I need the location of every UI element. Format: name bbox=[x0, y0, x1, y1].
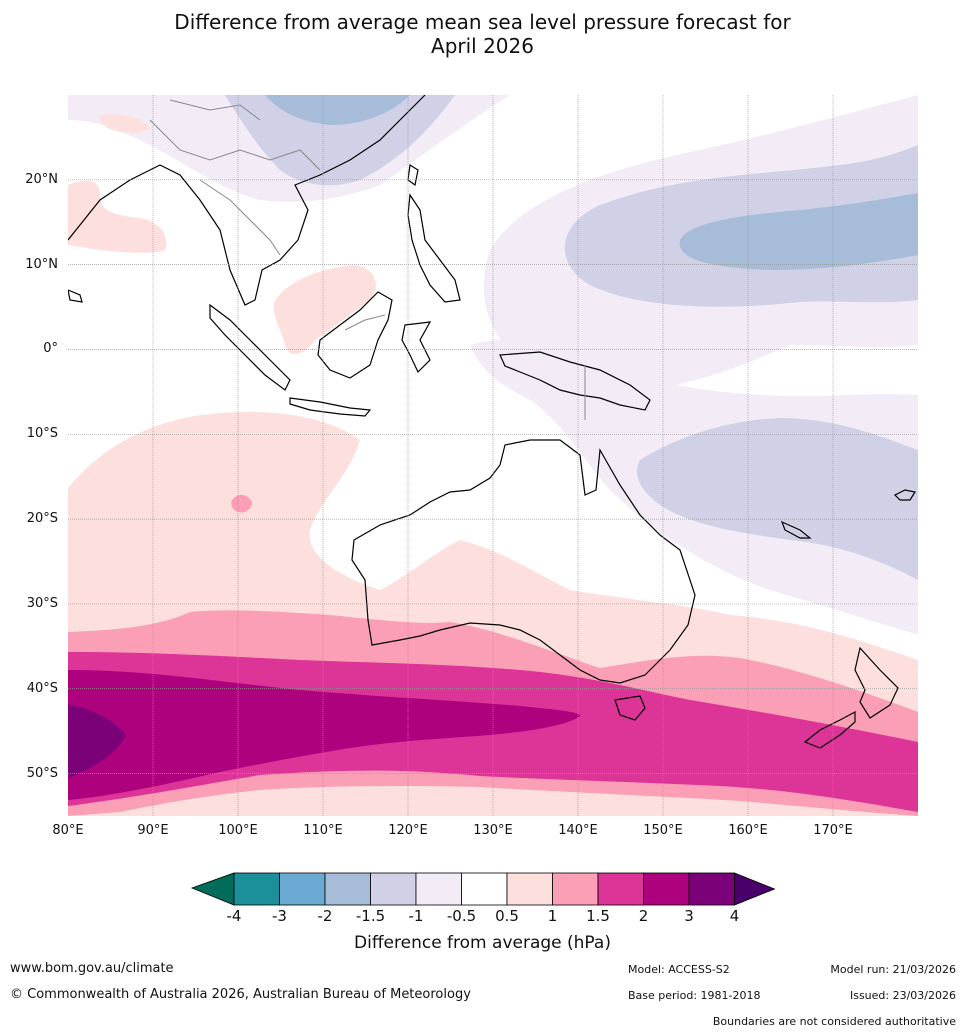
colorbar bbox=[190, 872, 775, 906]
asia-border-2 bbox=[199, 179, 281, 256]
asia-border-3 bbox=[169, 99, 261, 121]
borneo-coastline bbox=[317, 291, 393, 379]
tasmania-coastline bbox=[614, 695, 646, 721]
colorbar-swatch bbox=[643, 872, 690, 906]
colorbar-title: Difference from average (hPa) bbox=[354, 933, 611, 953]
bom-url-link[interactable]: www.bom.gov.au/climate bbox=[10, 961, 174, 976]
colorbar-tick: 1.5 bbox=[586, 907, 610, 925]
colorbar-swatch bbox=[552, 872, 599, 906]
model-run-text: Model run: 21/03/2026 bbox=[830, 963, 956, 976]
colorbar-tick: 4 bbox=[729, 907, 740, 925]
lat-label: 20°S bbox=[26, 511, 58, 527]
model-text: Model: ACCESS-S2 bbox=[628, 963, 730, 976]
new-zealand-south-coastline bbox=[803, 711, 856, 749]
lon-label: 140°E bbox=[558, 823, 598, 838]
lon-label: 170°E bbox=[813, 823, 853, 838]
colorbar-tick: 0.5 bbox=[495, 907, 519, 925]
colorbar-swatch bbox=[370, 872, 417, 906]
colorbar-tick: -1 bbox=[408, 907, 424, 925]
colorbar-tick: -1.5 bbox=[355, 907, 386, 925]
philippines-coastline bbox=[407, 193, 461, 303]
coastlines bbox=[68, 95, 916, 749]
colorbar-swatch bbox=[233, 872, 280, 906]
asia-border-1 bbox=[149, 119, 321, 171]
anomaly-region-neg-1-china bbox=[225, 95, 455, 186]
colorbar-swatch bbox=[597, 872, 644, 906]
lon-label: 80°E bbox=[52, 823, 84, 838]
graticule bbox=[68, 95, 918, 816]
colorbar-tick: 3 bbox=[684, 907, 694, 925]
lon-label: 160°E bbox=[728, 823, 768, 838]
colorbar-swatch bbox=[461, 872, 508, 906]
fiji-coastline bbox=[893, 489, 916, 501]
new-guinea-coastline bbox=[499, 351, 651, 411]
colorbar-tick: -0.5 bbox=[446, 907, 477, 925]
lat-label: 40°S bbox=[26, 680, 58, 696]
anomaly-region-neg-1.5-pacific bbox=[679, 193, 918, 270]
lat-label: 30°S bbox=[26, 595, 58, 611]
sri-lanka-coastline bbox=[68, 289, 83, 303]
java-coastline bbox=[289, 397, 372, 417]
sulawesi-coastline bbox=[401, 321, 432, 374]
title-line-1: Difference from average mean sea level p… bbox=[174, 10, 791, 34]
lat-label: 10°N bbox=[25, 256, 58, 272]
anomaly-region-neg-1.5-china bbox=[265, 95, 410, 125]
issued-text: Issued: 23/03/2026 bbox=[849, 989, 956, 1002]
lat-label: 0° bbox=[43, 341, 58, 357]
colorbar-swatch bbox=[279, 872, 326, 906]
colorbar-tick: -4 bbox=[226, 907, 242, 925]
anomaly-region-neg-1-coral-sea bbox=[636, 418, 918, 580]
new-zealand-north-coastline bbox=[854, 646, 899, 719]
anomaly-region-pos-0.5-china bbox=[99, 114, 150, 133]
anomaly-region-pos-0.5-borneo bbox=[273, 265, 376, 355]
colorbar-swatch bbox=[688, 872, 735, 906]
anomaly-region-pos-3 bbox=[68, 705, 126, 778]
lat-label: 10°S bbox=[26, 426, 58, 442]
lon-label: 100°E bbox=[218, 823, 258, 838]
colorbar-over-arrow bbox=[734, 872, 775, 906]
lat-label: 50°S bbox=[26, 765, 58, 781]
borneo-border bbox=[344, 314, 386, 331]
copyright-text: © Commonwealth of Australia 2026, Austra… bbox=[10, 987, 471, 1002]
colorbar-swatch bbox=[506, 872, 553, 906]
lon-label: 110°E bbox=[303, 823, 343, 838]
colorbar-swatch bbox=[415, 872, 462, 906]
anomaly-region-pos-0.5-india bbox=[68, 180, 167, 253]
colorbar-under-arrow bbox=[190, 872, 235, 906]
disclaimer-text: Boundaries are not considered authoritat… bbox=[712, 1015, 956, 1028]
asia-mainland-coastline bbox=[68, 95, 426, 306]
colorbar-tick: 1 bbox=[547, 907, 558, 925]
new-caledonia-coastline bbox=[780, 520, 812, 539]
australia-coastline bbox=[351, 439, 696, 684]
colorbar-tick: -3 bbox=[272, 907, 287, 925]
pressure-anomaly-map bbox=[68, 95, 918, 816]
anomaly-region-pos-2 bbox=[68, 670, 580, 800]
lon-label: 150°E bbox=[643, 823, 683, 838]
lon-label: 90°E bbox=[137, 823, 169, 838]
lat-label: 20°N bbox=[25, 171, 58, 187]
colorbar-tick: -2 bbox=[317, 907, 333, 925]
taiwan-coastline bbox=[407, 163, 419, 187]
colorbar-tick: 2 bbox=[638, 907, 649, 925]
title-line-2: April 2026 bbox=[431, 34, 534, 58]
colorbar-swatch bbox=[324, 872, 371, 906]
lon-label: 120°E bbox=[388, 823, 428, 838]
map-title: Difference from average mean sea level p… bbox=[0, 10, 965, 58]
country-borders bbox=[149, 99, 586, 420]
base-period-text: Base period: 1981-2018 bbox=[628, 989, 761, 1002]
lon-label: 130°E bbox=[473, 823, 513, 838]
sumatra-coastline bbox=[209, 303, 291, 391]
anomaly-region-pos-1-small bbox=[231, 494, 252, 513]
